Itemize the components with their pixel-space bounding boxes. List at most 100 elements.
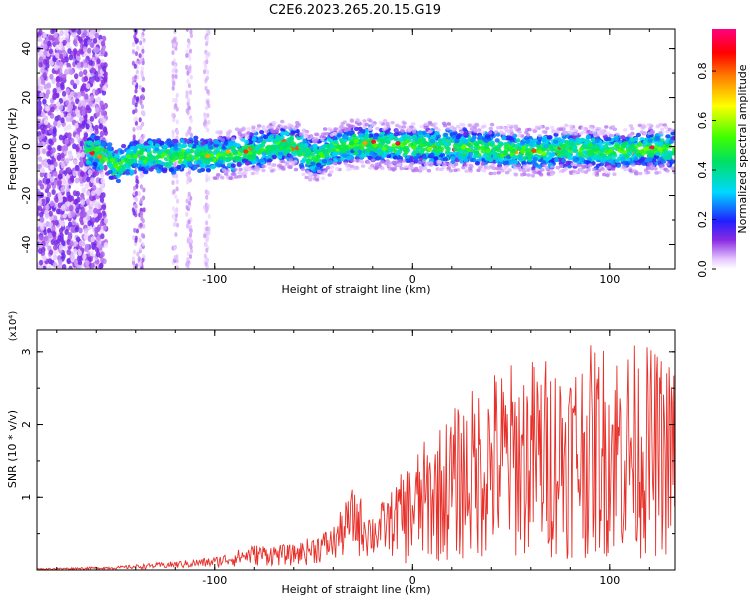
heatmap-cell bbox=[79, 116, 84, 123]
heatmap-cell bbox=[185, 49, 189, 55]
heatmap-cell bbox=[298, 145, 304, 150]
heatmap-cell bbox=[444, 150, 451, 156]
heatmap-cell bbox=[193, 149, 199, 155]
heatmap-cell bbox=[271, 121, 277, 126]
heatmap-cell bbox=[296, 122, 301, 127]
heatmap-cell bbox=[37, 261, 40, 268]
heatmap-cell bbox=[94, 216, 100, 223]
heatmap-cell bbox=[582, 143, 588, 149]
heatmap-cell bbox=[90, 262, 95, 269]
heatmap-cell bbox=[613, 137, 620, 142]
heatmap-cell bbox=[333, 161, 338, 166]
heatmap-cell bbox=[69, 204, 74, 211]
heatmap-cell bbox=[279, 135, 285, 140]
heatmap-cell bbox=[270, 163, 276, 168]
heatmap-cell bbox=[208, 145, 214, 150]
heatmap-cell bbox=[83, 136, 88, 143]
heatmap-cell bbox=[44, 93, 49, 99]
heatmap-cell bbox=[442, 162, 447, 167]
heatmap-cell bbox=[143, 141, 149, 146]
heatmap-cell bbox=[247, 167, 253, 172]
heatmap-cell bbox=[52, 254, 58, 261]
heatmap-cell bbox=[174, 103, 178, 108]
heatmap-cell bbox=[85, 198, 91, 205]
heatmap-cell bbox=[66, 191, 71, 198]
heatmap-cell bbox=[43, 119, 49, 126]
heatmap-cell bbox=[615, 144, 621, 149]
heatmap-cell bbox=[205, 51, 209, 57]
heatmap-cell bbox=[274, 129, 279, 133]
heatmap-cell bbox=[40, 216, 45, 223]
heatmap-cell bbox=[578, 131, 584, 136]
heatmap-cell bbox=[423, 163, 429, 167]
heatmap-cell bbox=[82, 253, 87, 260]
heatmap-cell bbox=[451, 126, 456, 131]
heatmap-cell bbox=[232, 142, 238, 147]
heatmap-cell bbox=[100, 233, 105, 240]
heatmap-cell bbox=[131, 256, 135, 262]
heatmap-cell bbox=[496, 171, 501, 175]
heatmap-cell bbox=[599, 148, 605, 153]
heatmap-cell bbox=[37, 205, 43, 212]
heatmap-cell bbox=[564, 123, 569, 128]
heatmap-cell bbox=[55, 52, 60, 59]
heatmap-cell bbox=[185, 53, 189, 59]
heatmap-cell bbox=[70, 137, 75, 144]
heatmap-cell bbox=[46, 150, 51, 157]
heatmap-cell bbox=[292, 127, 297, 131]
heatmap-cell bbox=[100, 172, 105, 178]
heatmap-cell bbox=[81, 187, 86, 194]
heatmap-cell bbox=[174, 97, 178, 103]
heatmap-cell bbox=[171, 133, 175, 139]
heatmap-cell bbox=[620, 135, 626, 140]
heatmap-cell bbox=[43, 49, 48, 56]
heatmap-cell bbox=[279, 124, 285, 129]
heatmap-cell bbox=[345, 164, 350, 168]
heatmap-cell bbox=[139, 246, 143, 251]
heatmap-cell bbox=[96, 29, 101, 33]
heatmap-cell bbox=[261, 168, 266, 173]
heatmap-cell bbox=[577, 151, 584, 156]
heatmap-cell bbox=[188, 48, 193, 54]
heatmap-cell bbox=[210, 165, 216, 170]
heatmap-cell bbox=[241, 133, 247, 137]
heatmap-cell bbox=[329, 144, 335, 149]
heatmap-cell bbox=[188, 242, 192, 248]
heatmap-cell bbox=[336, 133, 343, 138]
heatmap-cell bbox=[102, 65, 107, 72]
heatmap-cell bbox=[45, 58, 50, 65]
heatmap-cell bbox=[206, 29, 210, 35]
heatmap-cell bbox=[536, 140, 542, 146]
heatmap-cell bbox=[314, 158, 320, 163]
heatmap-cell bbox=[189, 228, 193, 234]
heatmap-cell bbox=[113, 163, 119, 169]
heatmap-cell bbox=[94, 89, 100, 96]
heatmap-cell bbox=[545, 126, 550, 131]
heatmap-cell bbox=[314, 149, 320, 154]
heatmap-cell bbox=[68, 221, 73, 228]
heatmap-cell bbox=[320, 176, 326, 181]
heatmap-cell bbox=[59, 30, 64, 36]
heatmap-cell bbox=[134, 84, 139, 90]
heatmap-cell bbox=[66, 167, 72, 173]
heatmap-cell bbox=[142, 37, 146, 43]
heatmap-cell bbox=[171, 60, 175, 66]
heatmap-cell bbox=[486, 156, 492, 161]
heatmap-cell bbox=[79, 140, 84, 147]
heatmap-cell bbox=[474, 161, 480, 166]
heatmap-cell bbox=[185, 64, 189, 70]
heatmap-cell bbox=[186, 251, 190, 257]
heatmap-cell bbox=[349, 118, 354, 122]
heatmap-cell bbox=[205, 59, 209, 65]
heatmap-cell bbox=[468, 144, 474, 150]
heatmap-cell bbox=[200, 141, 206, 146]
heatmap-cell bbox=[528, 141, 534, 147]
heatmap-cell bbox=[115, 178, 121, 184]
heatmap-cell bbox=[202, 69, 207, 75]
heatmap-cell bbox=[50, 106, 55, 113]
heatmap-cell bbox=[138, 159, 144, 165]
heatmap-cell bbox=[262, 134, 269, 140]
heatmap-cell bbox=[427, 130, 432, 134]
heatmap-cell bbox=[139, 136, 143, 142]
